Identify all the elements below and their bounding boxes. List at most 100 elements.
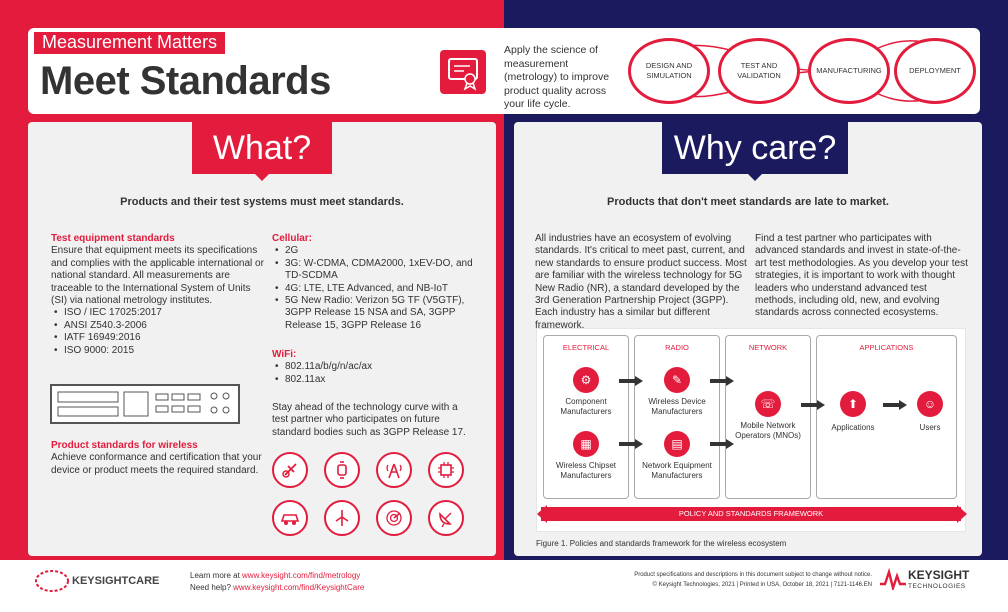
lifecycle-test: TEST AND VALIDATION	[718, 38, 800, 104]
test-equipment-heading: Test equipment standards	[51, 233, 175, 244]
what-tab-pointer	[253, 172, 271, 181]
test-equipment-list: ISO / IEC 17025:2017 ANSI Z540.3-2006 IA…	[51, 307, 266, 357]
copyright: © Keysight Technologies, 2021 | Printed …	[652, 582, 872, 588]
column-header: NETWORK	[748, 343, 788, 352]
ecosystem-diagram: ELECTRICAL RADIO NETWORK APPLICATIONS ⚙ …	[536, 328, 967, 532]
test-equipment-body: Ensure that equipment meets its specific…	[51, 245, 264, 307]
test-equipment-section: Test equipment standards Ensure that equ…	[51, 233, 266, 357]
network-equipment-label: Network Equipment Manufacturers	[642, 461, 712, 480]
list-item: 3G: W-CDMA, CDMA2000, 1xEV-DO, and TD-SC…	[272, 258, 482, 283]
list-item: 2G	[272, 245, 482, 258]
why-column-1: All industries have an ecosystem of evol…	[535, 233, 747, 331]
antenna-tower-icon	[376, 452, 412, 488]
users-icon: ☺	[917, 391, 943, 417]
applications-icon: ⬆	[840, 391, 866, 417]
brand-name: KEYSIGHT	[908, 568, 970, 582]
list-item: 5G New Radio: Verizon 5G TF (V5GTF), 3GP…	[272, 295, 482, 332]
ahead-text: Stay ahead of the technology curve with …	[272, 402, 466, 438]
device-label: Wireless Device Manufacturers	[648, 397, 706, 416]
list-item: 802.11ax	[272, 374, 482, 387]
what-tab: What?	[192, 122, 332, 174]
cellular-heading: Cellular:	[272, 233, 313, 244]
arrow-right-icon	[801, 400, 825, 410]
keysight-wave-icon	[880, 568, 906, 590]
lifecycle-design: DESIGN AND SIMULATION	[628, 38, 710, 104]
care-logo-icon	[35, 570, 69, 592]
arrow-right-icon	[710, 376, 734, 386]
intro-text: Apply the science of measurement (metrol…	[504, 44, 610, 110]
figure-caption: Figure 1. Policies and standards framewo…	[536, 539, 787, 548]
wireless-heading: Product standards for wireless	[51, 440, 198, 451]
wireless-section: Product standards for wireless Achieve c…	[51, 440, 266, 477]
network-column: NETWORK	[725, 335, 811, 499]
network-equipment-icon: ▤	[664, 431, 690, 457]
footer-links: Learn more at www.keysight.com/find/metr…	[190, 570, 364, 594]
arrow-right-icon	[619, 439, 643, 449]
applications-column: APPLICATIONS	[816, 335, 957, 499]
keysight-logo: KEYSIGHT TECHNOLOGIES	[880, 566, 990, 594]
list-item: IATF 16949:2016	[51, 332, 266, 345]
satellite-dish-icon	[428, 500, 464, 536]
why-panel: Why care? Products that don't meet stand…	[514, 122, 982, 556]
list-item: ANSI Z540.3-2006	[51, 320, 266, 333]
component-icon: ⚙	[573, 367, 599, 393]
arrow-right-icon	[619, 376, 643, 386]
why-column-2: Find a test partner who participates wit…	[755, 233, 968, 319]
help-prefix: Need help?	[190, 583, 234, 592]
keysight-care-logo: KEYSIGHTCARE	[34, 568, 180, 594]
wireless-body: Achieve conformance and certification th…	[51, 452, 262, 476]
footer-legal: Product specifications and descriptions …	[634, 570, 872, 590]
mno-label: Mobile Network Operators (MNOs)	[735, 421, 801, 440]
what-panel: What? Products and their test systems mu…	[28, 122, 496, 556]
arrow-left-icon	[537, 505, 547, 523]
column-header: APPLICATIONS	[859, 343, 914, 352]
wind-turbine-icon	[324, 500, 360, 536]
page-title: Meet Standards	[40, 59, 331, 103]
electrical-column: ELECTRICAL	[543, 335, 629, 499]
component-label: Component Manufacturers	[560, 397, 612, 416]
list-item: ISO / IEC 17025:2017	[51, 307, 266, 320]
chip-icon	[428, 452, 464, 488]
column-header: RADIO	[665, 343, 689, 352]
kicker-label: Measurement Matters	[34, 32, 226, 54]
brand-sub: TECHNOLOGIES	[908, 583, 966, 590]
column-header: ELECTRICAL	[562, 343, 610, 352]
car-icon	[272, 500, 308, 536]
radio-column: RADIO	[634, 335, 720, 499]
why-tab-pointer	[746, 172, 764, 181]
what-subhead: Products and their test systems must mee…	[120, 196, 404, 208]
lifecycle-deployment: DEPLOYMENT	[894, 38, 976, 104]
satellite-icon	[272, 452, 308, 488]
users-label: Users	[919, 423, 941, 432]
chipset-label: Wireless Chipset Manufacturers	[555, 461, 616, 480]
lifecycle-manufacturing: MANUFACTURING	[808, 38, 890, 104]
arrow-right-icon	[957, 505, 967, 523]
arrow-right-icon	[710, 439, 734, 449]
cellular-list: 2G 3G: W-CDMA, CDMA2000, 1xEV-DO, and TD…	[272, 245, 482, 332]
wifi-heading: WiFi:	[272, 349, 297, 360]
help-link[interactable]: www.keysight.com/find/KeysightCare	[233, 583, 365, 592]
list-item: ISO 9000: 2015	[51, 345, 266, 358]
radar-icon	[376, 500, 412, 536]
list-item: 802.11a/b/g/n/ac/ax	[272, 361, 482, 374]
arrow-right-icon	[883, 400, 907, 410]
care-logo-text: KEYSIGHTCARE	[72, 575, 160, 587]
disclaimer: Product specifications and descriptions …	[634, 572, 872, 578]
header-banner: Measurement Matters Meet Standards Apply…	[28, 28, 980, 114]
cellular-section: Cellular: 2G 3G: W-CDMA, CDMA2000, 1xEV-…	[272, 233, 482, 332]
instrument-icon	[50, 384, 240, 424]
learn-link[interactable]: www.keysight.com/find/metrology	[242, 571, 361, 580]
policy-framework-bar: POLICY AND STANDARDS FRAMEWORK	[541, 507, 961, 521]
learn-prefix: Learn more at	[190, 571, 243, 580]
certificate-icon	[440, 50, 486, 94]
chipset-icon: ▦	[573, 431, 599, 457]
wifi-section: WiFi: 802.11a/b/g/n/ac/ax 802.11ax	[272, 349, 482, 387]
wifi-list: 802.11a/b/g/n/ac/ax 802.11ax	[272, 361, 482, 386]
why-tab: Why care?	[662, 122, 848, 174]
smartwatch-icon	[324, 452, 360, 488]
applications-label: Applications	[831, 423, 875, 432]
mno-icon: ☏	[755, 391, 781, 417]
device-icon: ✎	[664, 367, 690, 393]
why-subhead: Products that don't meet standards are l…	[607, 196, 889, 208]
list-item: 4G: LTE, LTE Advanced, and NB-IoT	[272, 283, 482, 296]
